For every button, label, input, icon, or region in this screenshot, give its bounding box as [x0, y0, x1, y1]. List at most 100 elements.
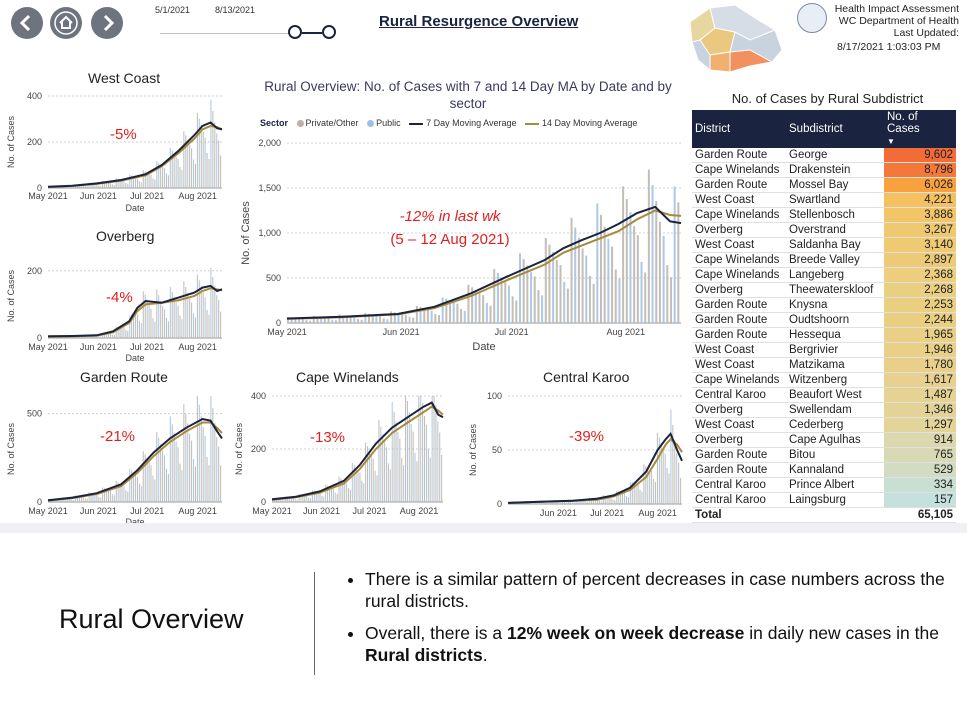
table-row[interactable]: Garden Route George 9,602: [692, 148, 956, 163]
daily-case-bar: [555, 259, 558, 323]
legend-ma14[interactable]: 14 Day Moving Average: [542, 118, 638, 128]
daily-case-bar: [154, 179, 156, 188]
table-row[interactable]: West Coast Saldanha Bay 3,140: [692, 237, 956, 253]
col-district[interactable]: District: [692, 110, 786, 148]
back-button[interactable]: [11, 7, 43, 39]
table-row[interactable]: West Coast Swartland 4,221: [692, 192, 956, 208]
legend-private[interactable]: Private/Other: [305, 118, 359, 128]
daily-case-bar: [90, 492, 92, 502]
daily-case-bar: [370, 455, 372, 502]
daily-case-bar: [140, 182, 142, 188]
chart-cape-winelands[interactable]: 0 200 400 May 2021 Jun 2021 Jul 2021 Aug 2021 N…: [228, 388, 450, 523]
table-row[interactable]: West Coast Matzikama 1,780: [692, 357, 956, 373]
col-subdistrict[interactable]: Subdistrict: [786, 110, 884, 148]
y-tick-label: 0: [276, 318, 281, 328]
date-start[interactable]: 5/1/2021: [155, 5, 191, 15]
table-row[interactable]: West Coast Bergrivier 1,946: [692, 342, 956, 358]
legend-sector-label: Sector: [260, 118, 289, 128]
daily-case-bar: [127, 331, 129, 338]
forward-button[interactable]: [91, 7, 123, 39]
daily-case-bar: [359, 472, 361, 502]
cell-subdistrict: Prince Albert: [786, 477, 884, 493]
daily-case-bar: [364, 313, 367, 323]
date-end[interactable]: 8/13/2021: [215, 5, 256, 15]
table-row[interactable]: Garden Route Bitou 765: [692, 447, 956, 463]
legend-public[interactable]: Public: [376, 118, 401, 128]
table-row[interactable]: Cape Winelands Drakenstein 8,796: [692, 162, 956, 178]
daily-case-bar: [423, 308, 426, 323]
table-row[interactable]: Garden Route Knysna 2,253: [692, 297, 956, 313]
table-row[interactable]: Garden Route Kannaland 529: [692, 462, 956, 478]
daily-case-bar: [69, 186, 71, 188]
table-row[interactable]: Overberg Cape Agulhas 914: [692, 432, 956, 448]
daily-case-bar: [96, 494, 98, 502]
home-button[interactable]: [50, 7, 82, 39]
chart-west-coast[interactable]: 0 200 400 May 2021 Jun 2021 Jul 2021 Aug 2021 D…: [0, 88, 230, 218]
daily-case-bar: [515, 300, 518, 323]
daily-case-bar: [460, 308, 463, 323]
table-row[interactable]: Overberg Overstrand 3,267: [692, 222, 956, 238]
chart-rural-overview[interactable]: 0 500 1,000 1,500 2,000 May 2021 Jun 2021 Jul 2…: [235, 133, 685, 358]
date-slider-end-handle[interactable]: [322, 25, 336, 39]
chart-overberg[interactable]: 0 200 May 2021 Jun 2021 Jul 2021 Aug 2021 Date…: [0, 246, 230, 366]
chart-garden-route[interactable]: 0 500 May 2021 Jun 2021 Jul 2021 Aug 2021 Date…: [0, 388, 230, 523]
table-row[interactable]: Cape Winelands Stellenbosch 3,886: [692, 207, 956, 223]
legend-ma7[interactable]: 7 Day Moving Average: [426, 118, 517, 128]
daily-case-bar: [622, 492, 624, 504]
daily-case-bar: [283, 500, 285, 502]
daily-case-bar: [493, 269, 496, 323]
daily-case-bar: [133, 472, 135, 502]
daily-case-bar: [604, 495, 606, 504]
x-tick-label: May 2021: [267, 327, 307, 337]
daily-case-bar: [183, 131, 185, 188]
table-row[interactable]: Cape Winelands Langeberg 2,368: [692, 267, 956, 283]
daily-case-bar: [662, 449, 664, 504]
x-tick-label: Aug 2021: [178, 506, 217, 516]
table-row[interactable]: Garden Route Mossel Bay 6,026: [692, 177, 956, 193]
table-row[interactable]: Garden Route Hessequa 1,965: [692, 327, 956, 343]
cell-cases: 3,140: [884, 237, 956, 253]
chart-central-karoo[interactable]: 0 50 100 Jun 2021 Jul 2021 Aug 2021 No. of Cas…: [462, 388, 687, 523]
daily-case-bar: [504, 282, 507, 323]
table-row[interactable]: Garden Route Oudtshoorn 2,244: [692, 312, 956, 328]
daily-case-bar: [189, 145, 191, 188]
cell-subdistrict: Drakenstein: [786, 162, 884, 178]
daily-case-bar: [376, 475, 378, 502]
table-row[interactable]: West Coast Cederberg 1,297: [692, 417, 956, 433]
col-cases[interactable]: No. of Cases ▼: [884, 110, 956, 148]
daily-case-bar: [107, 333, 109, 338]
cell-cases: 765: [884, 447, 956, 463]
daily-case-bar: [426, 309, 429, 323]
daily-case-bar: [542, 502, 544, 504]
daily-case-bar: [304, 495, 306, 502]
subdistrict-table: District Subdistrict No. of Cases ▼ Garde…: [692, 110, 956, 523]
dashboard: 5/1/2021 8/13/2021 Rural Resurgence Over…: [0, 3, 959, 523]
annotation-line-1: -12% in last wk: [399, 208, 501, 225]
daily-case-bar: [279, 499, 281, 502]
daily-case-bar: [384, 442, 386, 502]
daily-case-bar: [309, 320, 312, 323]
daily-case-bar: [302, 494, 304, 502]
date-slider-track[interactable]: [160, 33, 310, 34]
table-row[interactable]: Overberg Swellendam 1,346: [692, 402, 956, 418]
daily-case-bar: [540, 502, 542, 504]
daily-case-bar: [106, 332, 108, 338]
daily-case-bar: [140, 323, 142, 338]
table-row[interactable]: Central Karoo Prince Albert 334: [692, 477, 956, 493]
daily-case-bar: [150, 465, 152, 502]
table-row[interactable]: Cape Winelands Breede Valley 2,897: [692, 252, 956, 268]
daily-case-bar: [156, 289, 158, 338]
cell-subdistrict: Beaufort West: [786, 387, 884, 403]
table-row[interactable]: Central Karoo Beaufort West 1,487: [692, 387, 956, 403]
table-row[interactable]: Overberg Theewaterskloof 2,268: [692, 282, 956, 298]
daily-case-bar: [386, 447, 388, 502]
daily-case-bar: [672, 424, 674, 504]
table-row[interactable]: Cape Winelands Witzenberg 1,617: [692, 372, 956, 388]
date-slider-start-handle[interactable]: [288, 25, 302, 39]
daily-case-bar: [287, 496, 289, 502]
daily-case-bar: [146, 458, 148, 502]
cell-subdistrict: Swartland: [786, 192, 884, 208]
daily-case-bar: [121, 327, 123, 338]
table-row[interactable]: Central Karoo Laingsburg 157: [692, 492, 956, 508]
daily-case-bar: [482, 295, 485, 323]
